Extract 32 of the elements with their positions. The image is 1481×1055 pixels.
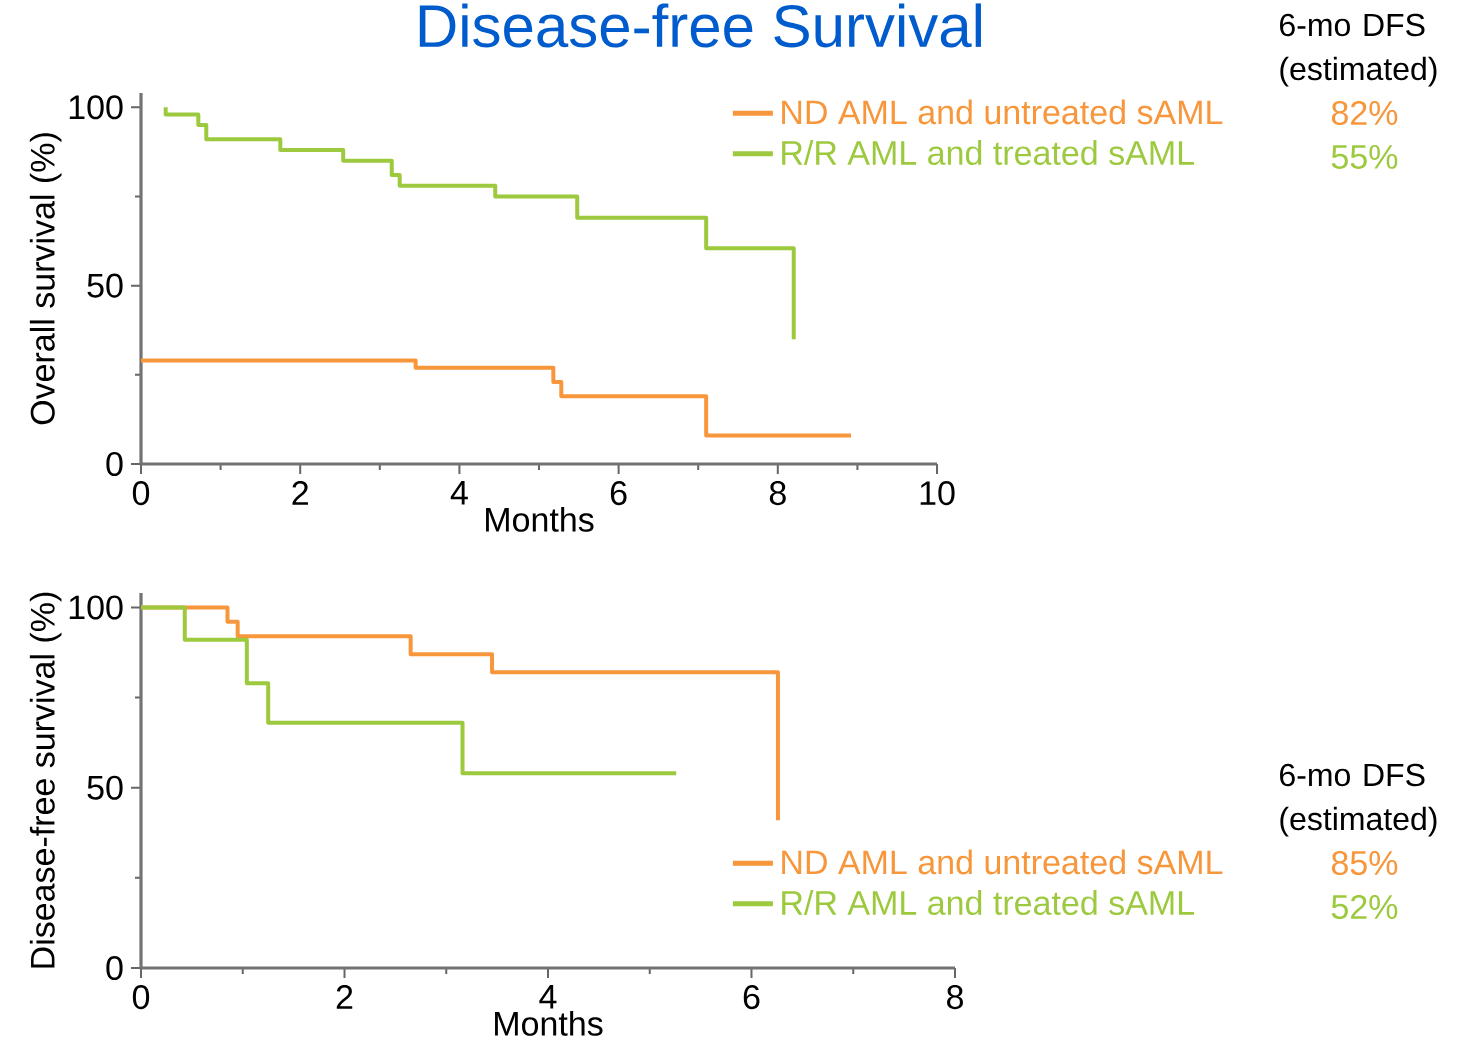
chart-title: Disease-free Survival — [419, 3, 981, 48]
text: 55% — [1331, 145, 1398, 169]
legend-label: R/R AML and treated sAML — [782, 890, 1194, 916]
y-axis-title: Overall survival (%) — [29, 133, 62, 425]
x-tick-label: 8 — [769, 481, 786, 506]
text: 82% — [1331, 100, 1398, 126]
y-tick-label: 50 — [87, 775, 123, 800]
text: 6-mo DFS (estimated) — [1280, 13, 1437, 87]
legend-label: ND AML and untreated sAML — [782, 99, 1223, 125]
y-tick-label: 50 — [87, 273, 123, 298]
x-tick-label: 8 — [947, 985, 963, 1010]
x-tick-label: 2 — [336, 985, 353, 1009]
x-axis-title: Months — [495, 1010, 603, 1036]
text: 85% — [1331, 850, 1398, 876]
legend-label: ND AML and untreated sAML — [782, 849, 1223, 875]
x-tick-label: 0 — [132, 985, 150, 1010]
x-tick-label: 6 — [743, 985, 760, 1010]
x-tick-label: 4 — [450, 481, 468, 505]
text: 6-mo DFS (estimated) — [1280, 763, 1437, 837]
x-tick-label: 2 — [292, 481, 308, 505]
x-tick-label: 4 — [539, 985, 557, 1009]
y-tick-label: 0 — [106, 955, 123, 981]
y-tick-label: 100 — [69, 95, 123, 120]
x-tick-label: 6 — [610, 481, 627, 506]
y-tick-label: 0 — [106, 451, 123, 477]
legend-label: R/R AML and treated sAML — [782, 140, 1194, 166]
x-tick-label: 0 — [132, 481, 150, 506]
y-axis-title: Disease-free survival (%) — [29, 592, 62, 968]
text: 52% — [1331, 894, 1398, 920]
x-tick-label: 10 — [920, 481, 955, 506]
x-axis-title: Months — [486, 506, 594, 532]
y-tick-label: 100 — [69, 595, 123, 620]
